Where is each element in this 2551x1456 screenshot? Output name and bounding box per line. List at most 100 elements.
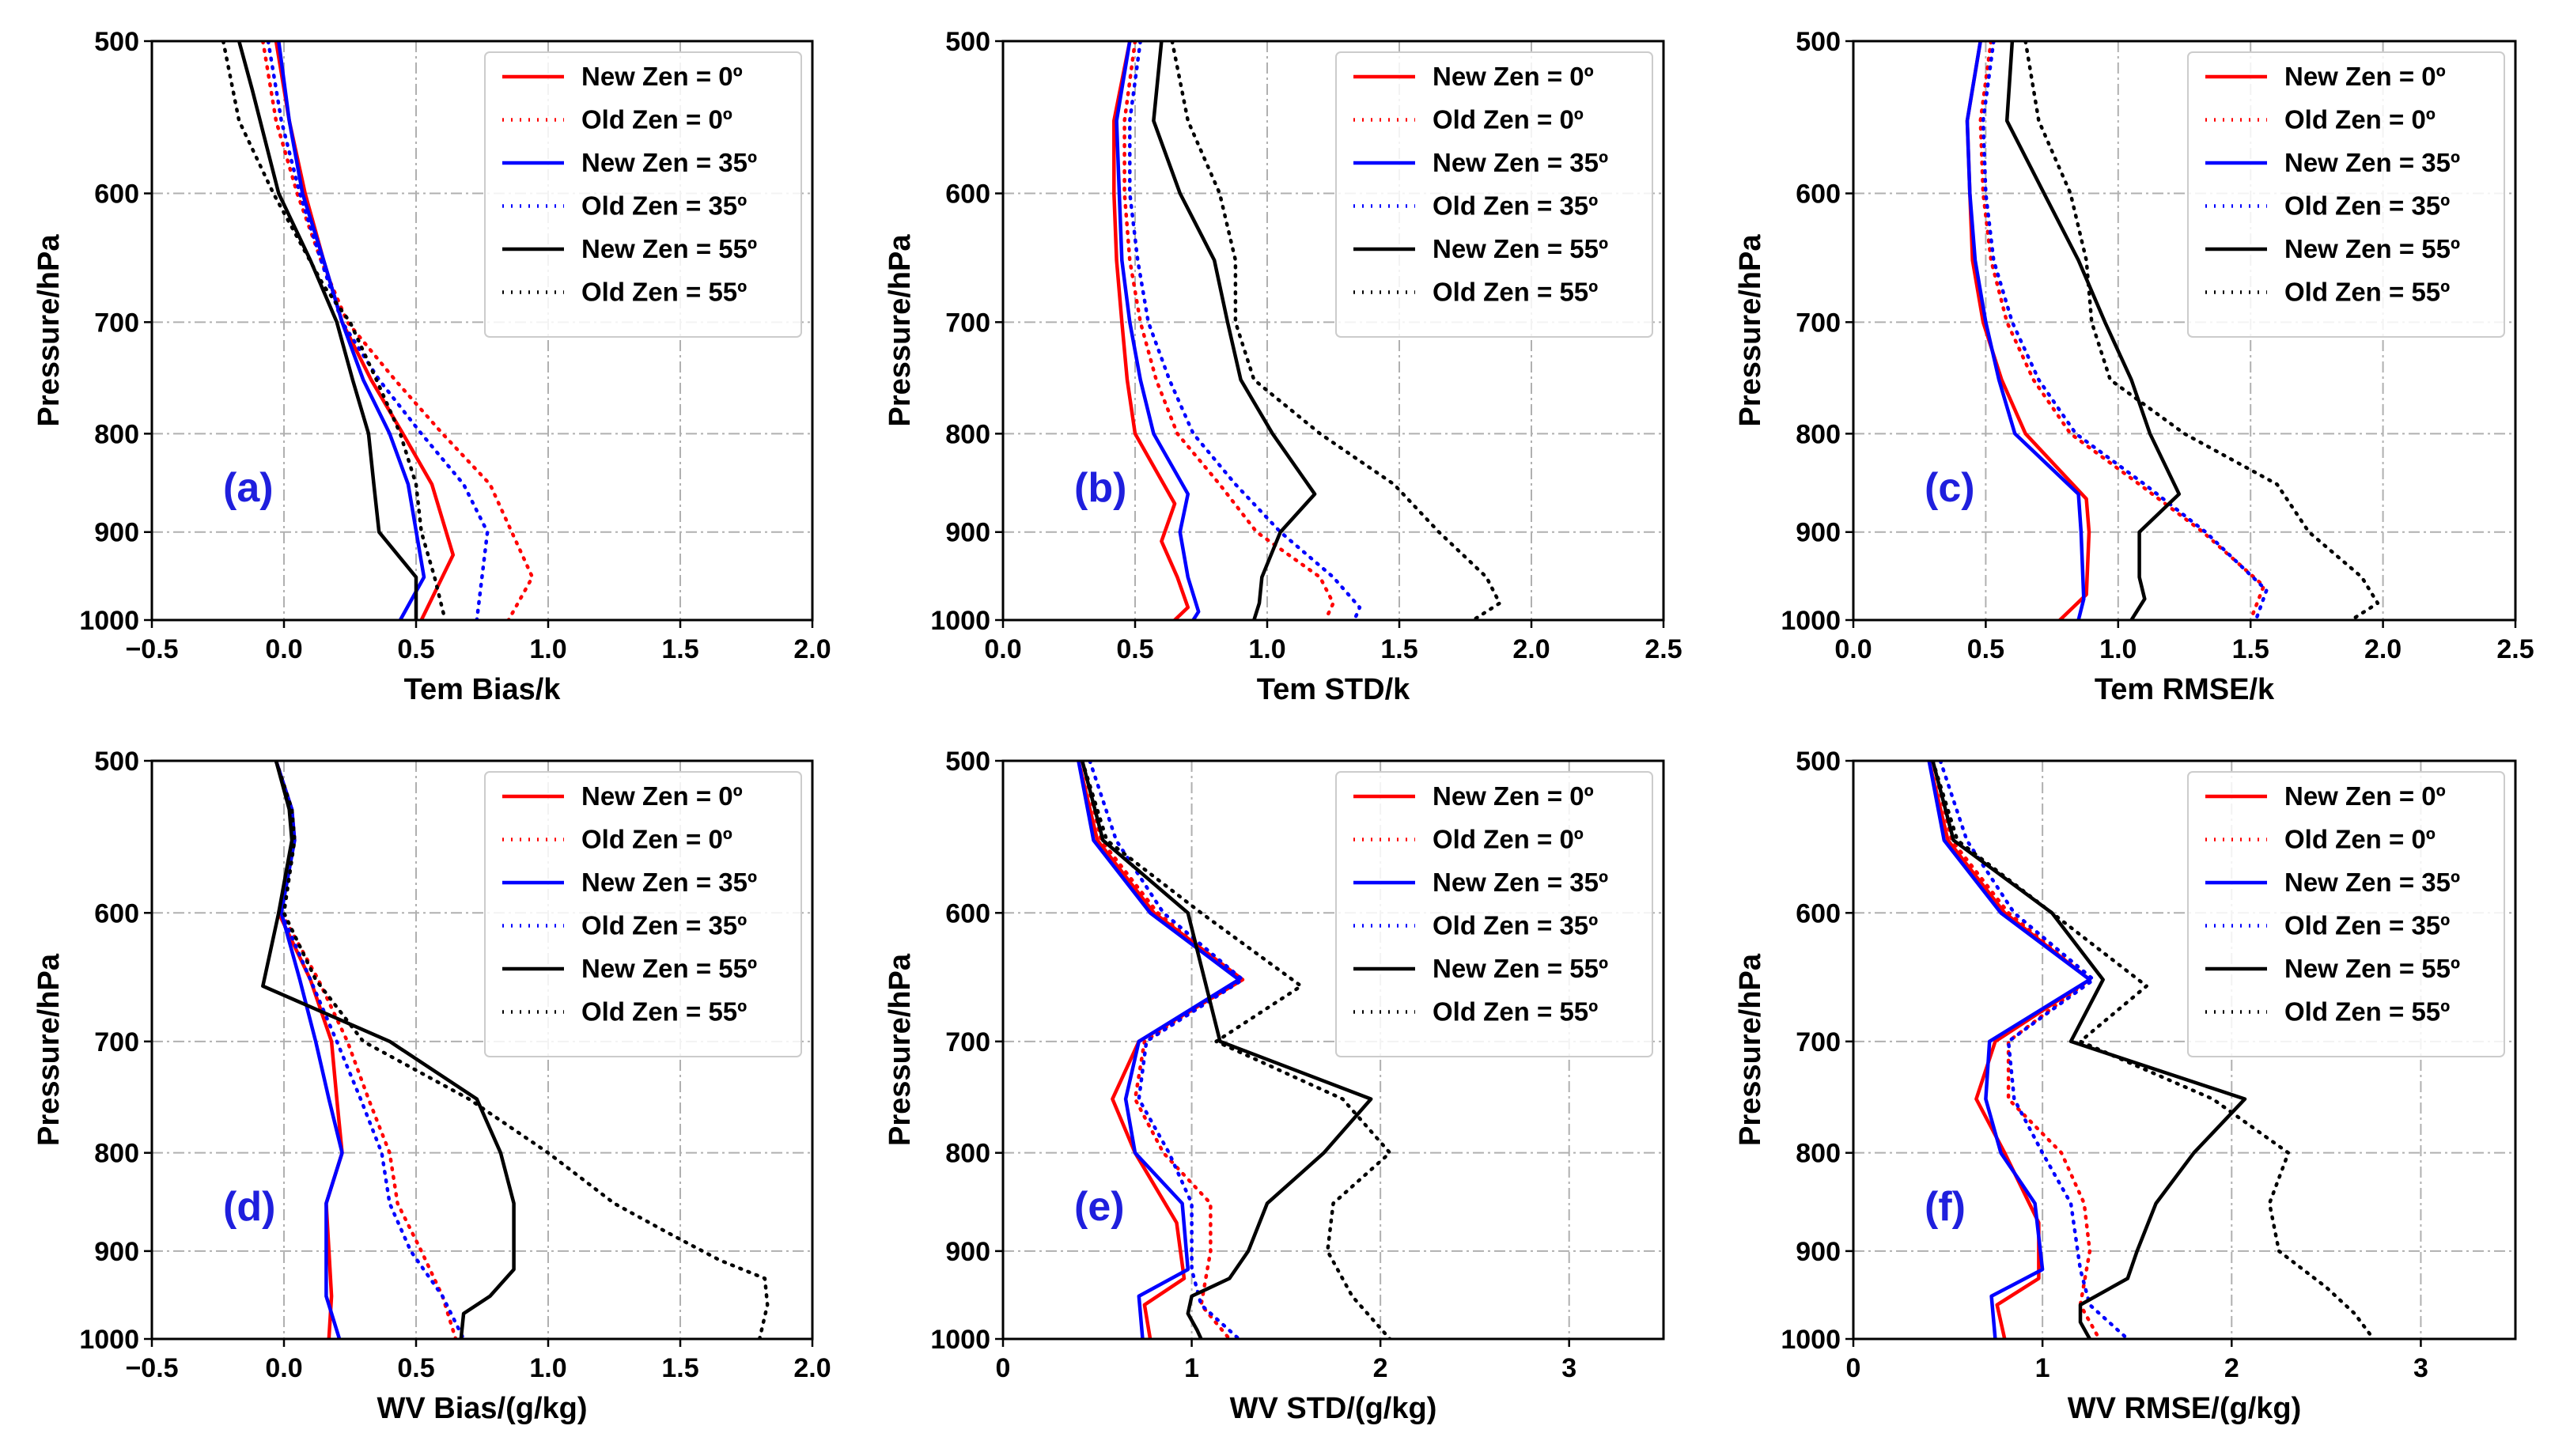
panel-label: (a) [223, 465, 274, 511]
legend-label: Old Zen = 0º [1433, 825, 1584, 854]
series-line-3 [266, 41, 490, 620]
y-tick-label: 1000 [79, 606, 139, 636]
y-tick-label: 600 [1796, 180, 1841, 210]
y-tick-label: 800 [94, 419, 139, 449]
x-tick-label: 0 [996, 1353, 1011, 1383]
legend-box [484, 51, 802, 338]
series-line-4 [237, 41, 418, 620]
plot-frame [1852, 40, 2517, 622]
y-axis-title: Pressure/hPa [884, 953, 917, 1146]
legend-label: New Zen = 35º [581, 868, 757, 897]
series-line-0 [274, 761, 344, 1339]
y-tick-label: 500 [945, 27, 990, 57]
legend-label: New Zen = 0º [581, 781, 743, 811]
x-tick-label: 1.0 [529, 1353, 566, 1383]
legend-box [1335, 771, 1653, 1057]
series-line-1 [1931, 761, 2102, 1339]
y-axis-title: Pressure/hPa [1734, 234, 1767, 427]
y-tick-label: 700 [945, 308, 990, 338]
legend-label: New Zen = 35º [1433, 868, 1608, 897]
plot-frame [150, 759, 814, 1341]
legend-label: Old Zen = 35º [1433, 911, 1598, 940]
series-line-3 [1128, 41, 1362, 620]
series-line-5 [1080, 761, 1392, 1339]
x-tick-label: −0.5 [125, 634, 178, 664]
y-tick-label: 700 [94, 1027, 139, 1057]
series-line-2 [1077, 761, 1241, 1339]
y-tick-label: 900 [94, 1237, 139, 1267]
panel-e: 0 1 2 3 500 600 700 800 900 1000 WV STD/(g/kg) Pres… [884, 747, 1665, 1425]
x-tick-label: 1.0 [2099, 634, 2137, 664]
x-tick-label: −0.5 [125, 1353, 178, 1383]
y-tick-label: 800 [94, 1139, 139, 1169]
series-line-0 [1077, 761, 1245, 1339]
series-line-0 [274, 41, 456, 620]
y-tick-label: 900 [945, 518, 990, 548]
legend-label: Old Zen = 0º [1433, 105, 1584, 134]
y-tick-label: 800 [945, 419, 990, 449]
x-tick-label: 0.5 [397, 1353, 434, 1383]
x-tick-label: 3 [2413, 1353, 2428, 1383]
x-axis-title: Tem Bias/k [404, 673, 562, 706]
x-tick-label: 2.0 [793, 1353, 831, 1383]
legend-label: Old Zen = 55º [581, 278, 747, 307]
x-tick-label: 2.5 [2496, 634, 2534, 664]
legend-label: New Zen = 0º [1433, 781, 1594, 811]
legend-label: Old Zen = 0º [581, 825, 732, 854]
x-tick-label: 2 [1373, 1353, 1388, 1383]
x-axis-title: WV RMSE/(g/kg) [2068, 1392, 2302, 1425]
y-tick-label: 800 [1796, 419, 1841, 449]
legend-box [2187, 51, 2505, 338]
y-axis-title: Pressure/hPa [884, 234, 917, 427]
series-line-0 [1112, 41, 1190, 620]
x-tick-label: 0.5 [397, 634, 434, 664]
series-line-3 [1981, 41, 2269, 620]
legend-label: New Zen = 55º [581, 954, 757, 983]
y-tick-label: 700 [94, 308, 139, 338]
y-tick-label: 600 [1796, 898, 1841, 928]
series-line-4 [2004, 41, 2182, 620]
legend-label: New Zen = 0º [2284, 781, 2446, 811]
legend-label: Old Zen = 35º [581, 911, 747, 940]
panel-d: −0.5 0.0 0.5 1.0 1.5 2.0 500 600 700 800 900 1000 WV… [32, 747, 831, 1425]
series-line-1 [1080, 761, 1241, 1339]
legend-label: Old Zen = 35º [581, 191, 747, 221]
series-line-0 [1927, 761, 2092, 1339]
y-tick-label: 700 [1796, 308, 1841, 338]
x-tick-label: 1.0 [1248, 634, 1285, 664]
series-line-2 [1927, 761, 2092, 1339]
y-tick-label: 500 [94, 747, 139, 777]
legend-label: Old Zen = 0º [2284, 825, 2436, 854]
y-tick-label: 1000 [930, 1325, 990, 1355]
legend-label: Old Zen = 55º [1433, 278, 1598, 307]
legend-label: Old Zen = 55º [581, 997, 747, 1027]
legend-label: Old Zen = 35º [2284, 191, 2450, 221]
series-line-1 [1122, 41, 1335, 620]
y-tick-label: 500 [945, 747, 990, 777]
legend-label: Old Zen = 0º [581, 105, 732, 134]
series-line-5 [1931, 761, 2375, 1339]
panel-label: (d) [223, 1184, 275, 1230]
plot-frame [1852, 759, 2517, 1341]
x-tick-label: 2.5 [1645, 634, 1682, 664]
y-tick-label: 600 [945, 180, 990, 210]
x-tick-label: 0.0 [265, 1353, 302, 1383]
y-tick-label: 1000 [930, 606, 990, 636]
y-tick-label: 500 [1796, 747, 1841, 777]
y-tick-label: 600 [94, 898, 139, 928]
x-tick-label: 0.5 [1116, 634, 1153, 664]
series-line-5 [2023, 41, 2380, 620]
y-tick-label: 500 [94, 27, 139, 57]
legend-box [2187, 771, 2505, 1057]
x-tick-label: 2 [2224, 1353, 2239, 1383]
x-tick-label: 1 [2035, 1353, 2050, 1383]
y-tick-label: 1000 [1781, 606, 1841, 636]
legend-label: New Zen = 0º [581, 62, 743, 91]
x-axis-title: Tem RMSE/k [2095, 673, 2275, 706]
x-tick-label: 0.0 [984, 634, 1021, 664]
series-line-4 [261, 761, 516, 1339]
legend-label: Old Zen = 55º [2284, 278, 2450, 307]
panel-label: (f) [1925, 1184, 1966, 1230]
legend-label: New Zen = 55º [2284, 234, 2460, 263]
